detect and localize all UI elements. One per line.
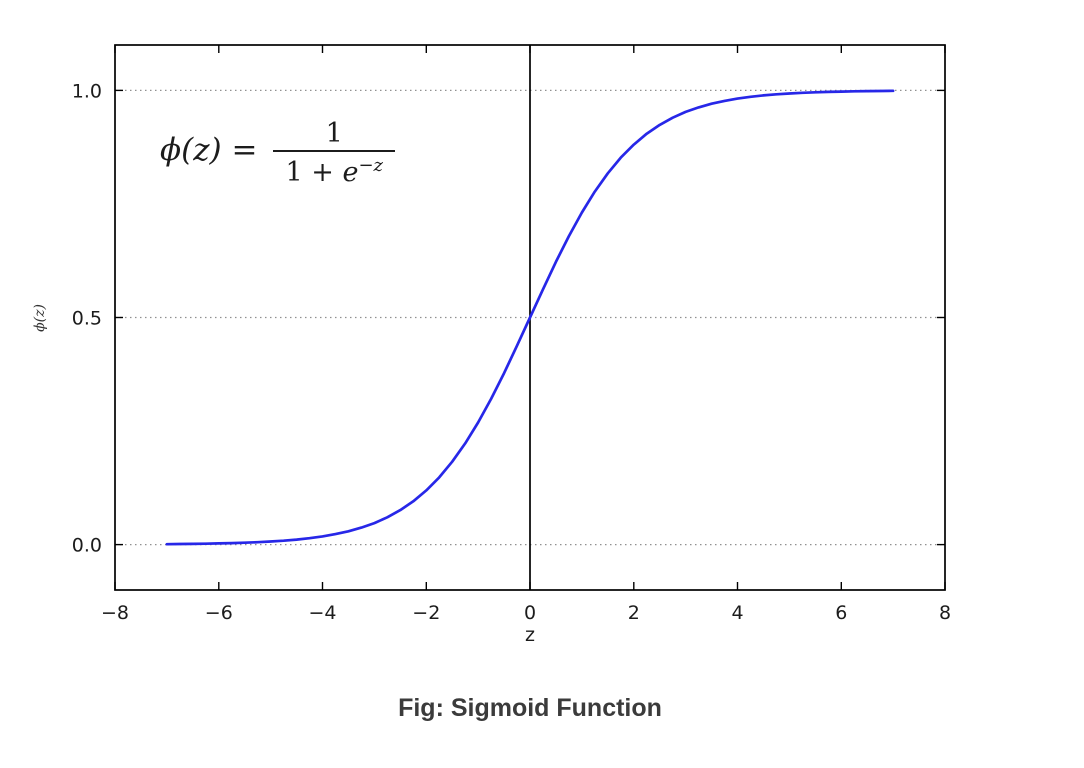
formula-den-e: e — [342, 156, 359, 188]
formula-numerator: 1 — [325, 118, 343, 149]
y-tick-label: 0.5 — [72, 308, 102, 330]
x-axis-label: z — [525, 624, 535, 646]
y-axis-label: ϕ(z) — [32, 304, 48, 332]
y-tick-label: 0.0 — [72, 535, 102, 557]
formula-denominator: 1 + e−z — [273, 149, 396, 189]
x-tick-label: −6 — [205, 602, 233, 624]
formula-den-prefix: 1 + — [285, 156, 343, 188]
x-tick-label: 2 — [628, 602, 640, 624]
x-tick-label: 0 — [524, 602, 536, 624]
formula-lhs: ϕ(z) = — [160, 132, 258, 169]
y-tick-label: 1.0 — [72, 80, 102, 102]
x-tick-label: −2 — [412, 602, 440, 624]
x-tick-label: 6 — [835, 602, 847, 624]
sigmoid-curve — [165, 89, 895, 546]
x-tick-label: −8 — [101, 602, 129, 624]
x-tick-label: −4 — [308, 602, 336, 624]
formula-annotation: ϕ(z) = 1 1 + e−z — [160, 118, 396, 189]
figure-caption: Fig: Sigmoid Function — [398, 694, 662, 722]
formula-fraction: 1 1 + e−z — [273, 118, 396, 189]
x-tick-label: 4 — [731, 602, 743, 624]
x-tick-label: 8 — [939, 602, 951, 624]
formula-den-exponent: −z — [358, 154, 384, 176]
